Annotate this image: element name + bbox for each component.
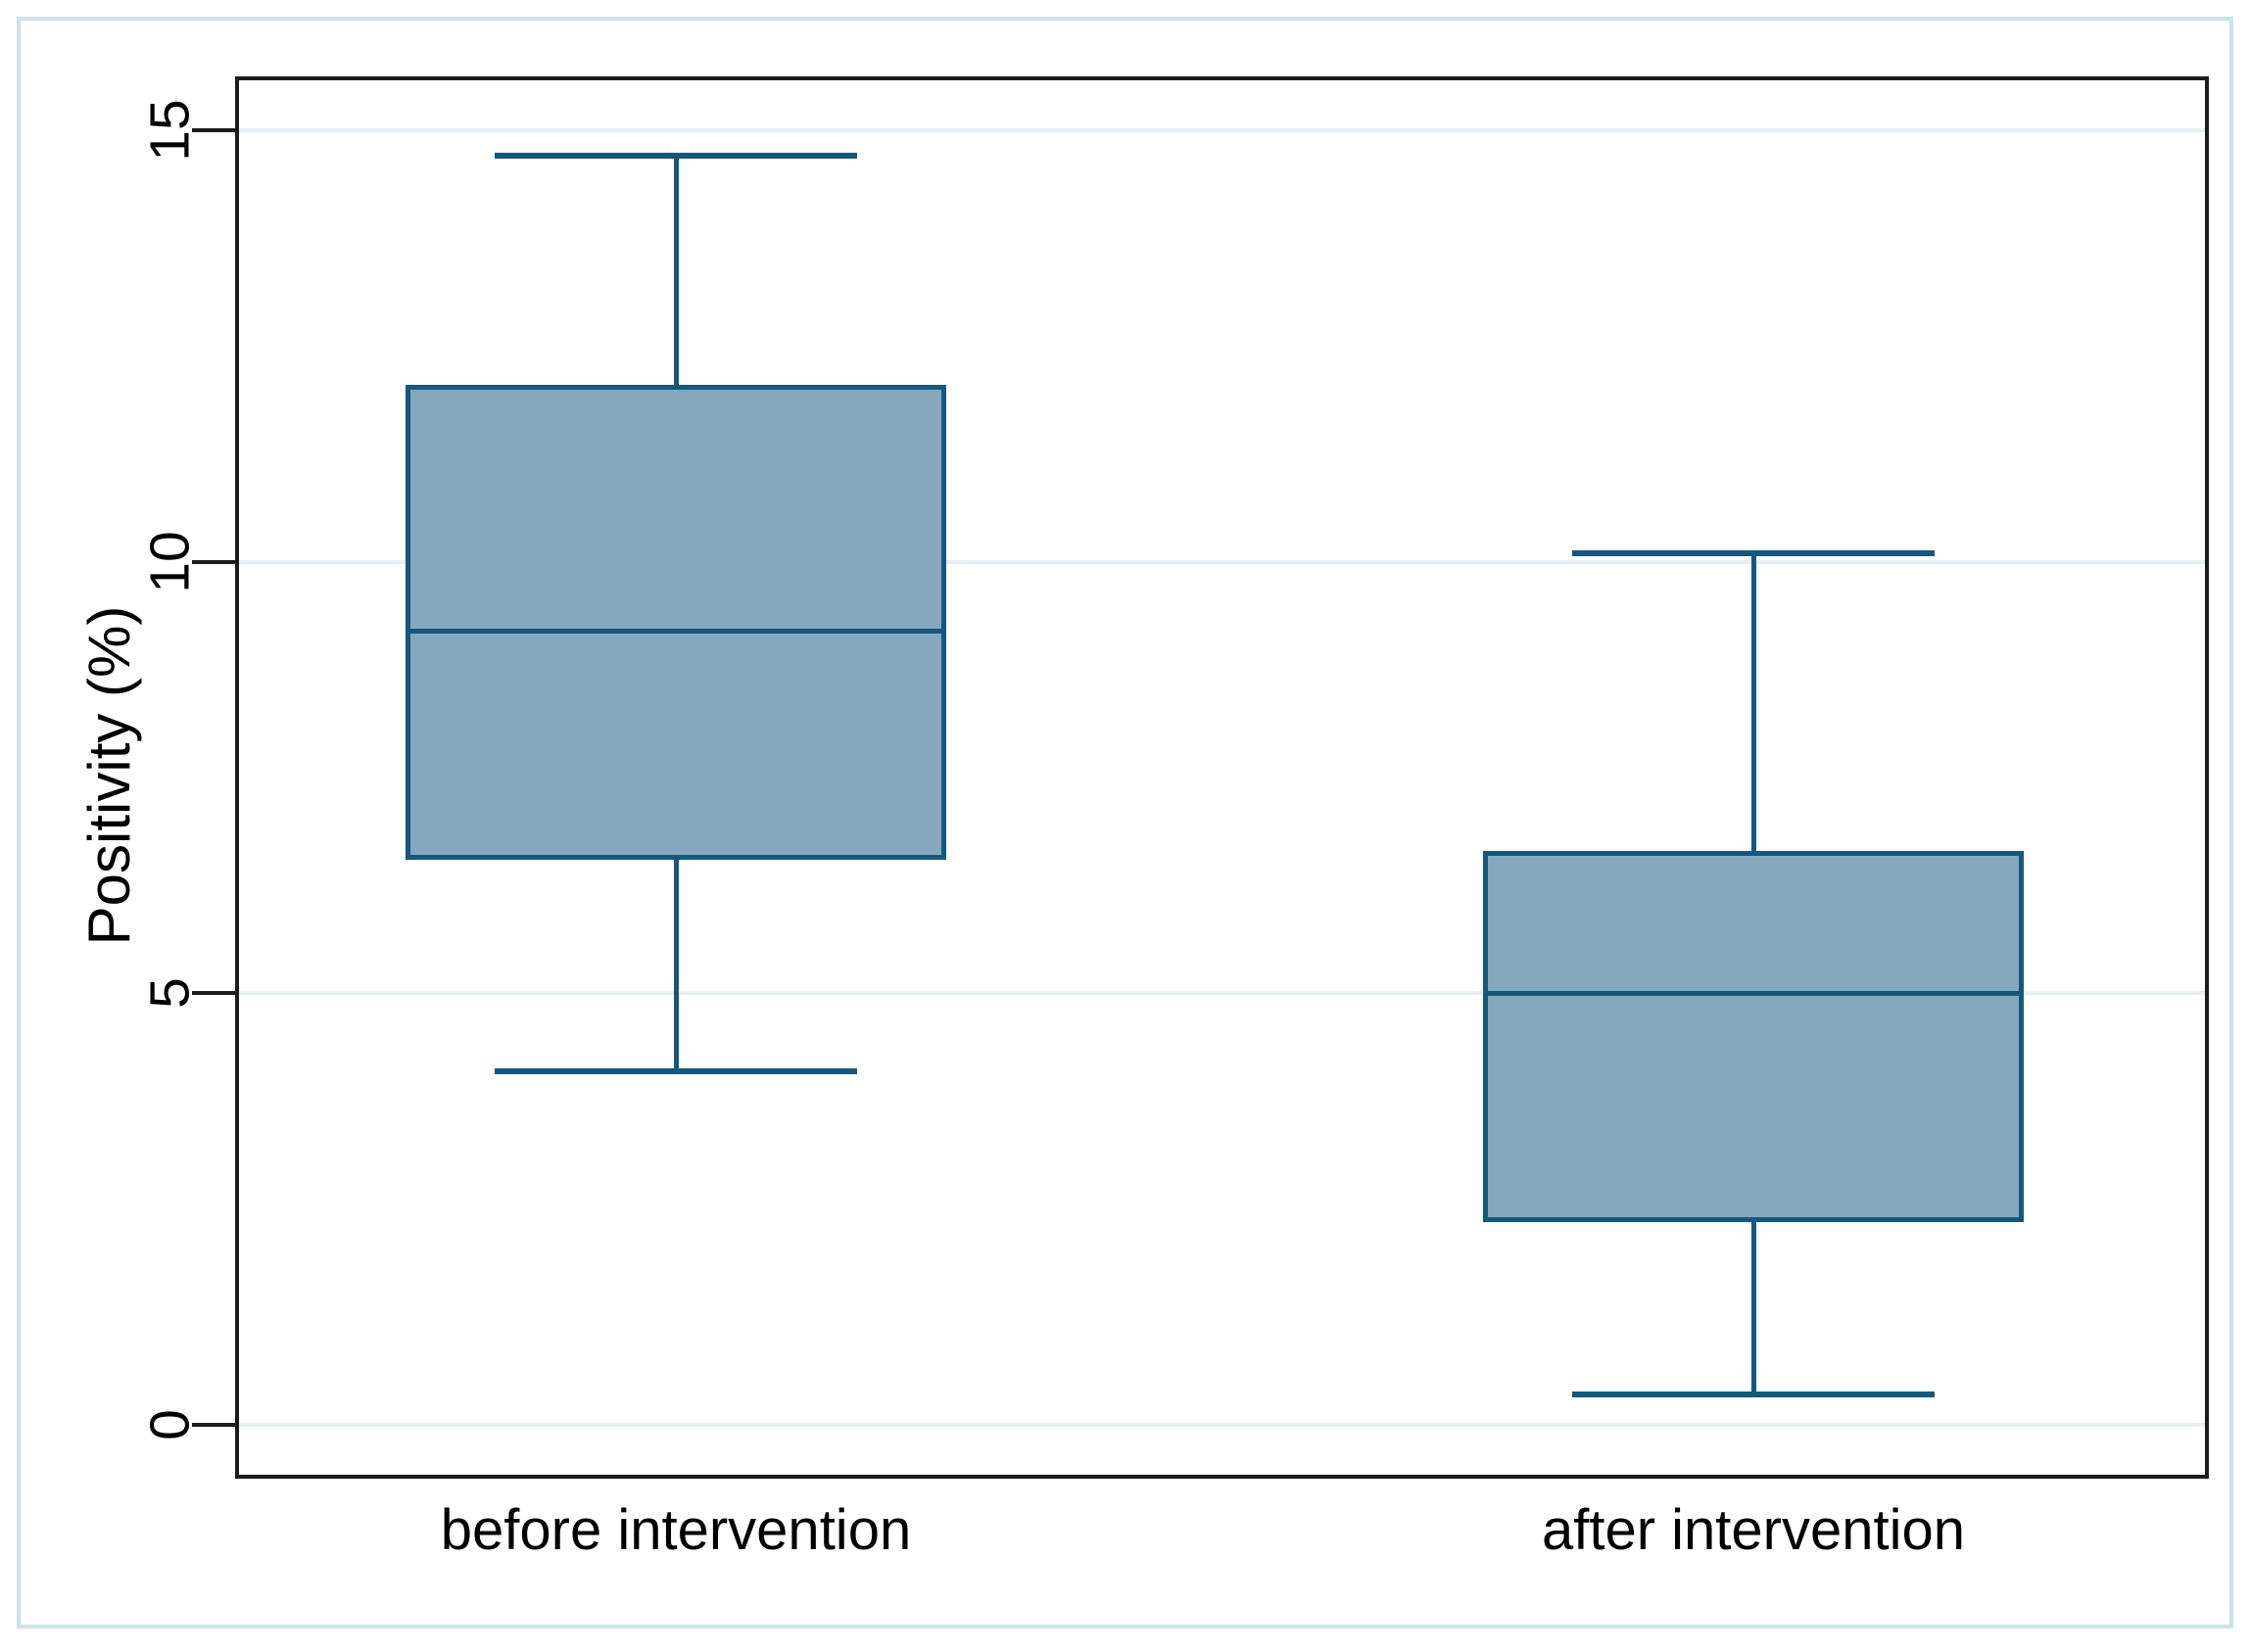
y-tick-label-0: 0 bbox=[138, 1409, 202, 1440]
x-category-label-before-intervention: before intervention bbox=[440, 1498, 912, 1562]
gridline-y-0 bbox=[239, 1423, 2205, 1427]
whisker-lower-cap-before-intervention bbox=[495, 1067, 857, 1074]
median-line-before-intervention bbox=[406, 628, 946, 634]
y-tick-10 bbox=[192, 559, 235, 564]
y-tick-15 bbox=[192, 128, 235, 133]
whisker-lower-stem-before-intervention bbox=[673, 859, 679, 1071]
plot-area bbox=[235, 76, 2209, 1479]
graph-region-frame bbox=[17, 17, 2233, 1628]
box-iqr-after-intervention bbox=[1483, 850, 2024, 1222]
gridline-y-15 bbox=[239, 128, 2205, 133]
y-tick-5 bbox=[192, 991, 235, 996]
whisker-upper-cap-before-intervention bbox=[495, 153, 857, 160]
x-category-label-after-intervention: after intervention bbox=[1541, 1498, 1966, 1562]
median-line-after-intervention bbox=[1483, 990, 2024, 996]
y-axis-title: Positivity (%) bbox=[76, 605, 142, 946]
whisker-upper-stem-before-intervention bbox=[673, 156, 679, 386]
gridline-y-5 bbox=[239, 991, 2205, 996]
whisker-lower-cap-after-intervention bbox=[1572, 1392, 1935, 1398]
y-tick-label-10: 10 bbox=[138, 530, 202, 593]
whisker-upper-cap-after-intervention bbox=[1572, 549, 1935, 556]
box-iqr-before-intervention bbox=[406, 385, 946, 860]
gridline-y-10 bbox=[239, 559, 2205, 564]
whisker-lower-stem-after-intervention bbox=[1750, 1221, 1756, 1395]
y-tick-0 bbox=[192, 1423, 235, 1427]
y-tick-label-5: 5 bbox=[138, 977, 202, 1010]
y-tick-label-15: 15 bbox=[138, 99, 202, 162]
whisker-upper-stem-after-intervention bbox=[1750, 552, 1756, 851]
